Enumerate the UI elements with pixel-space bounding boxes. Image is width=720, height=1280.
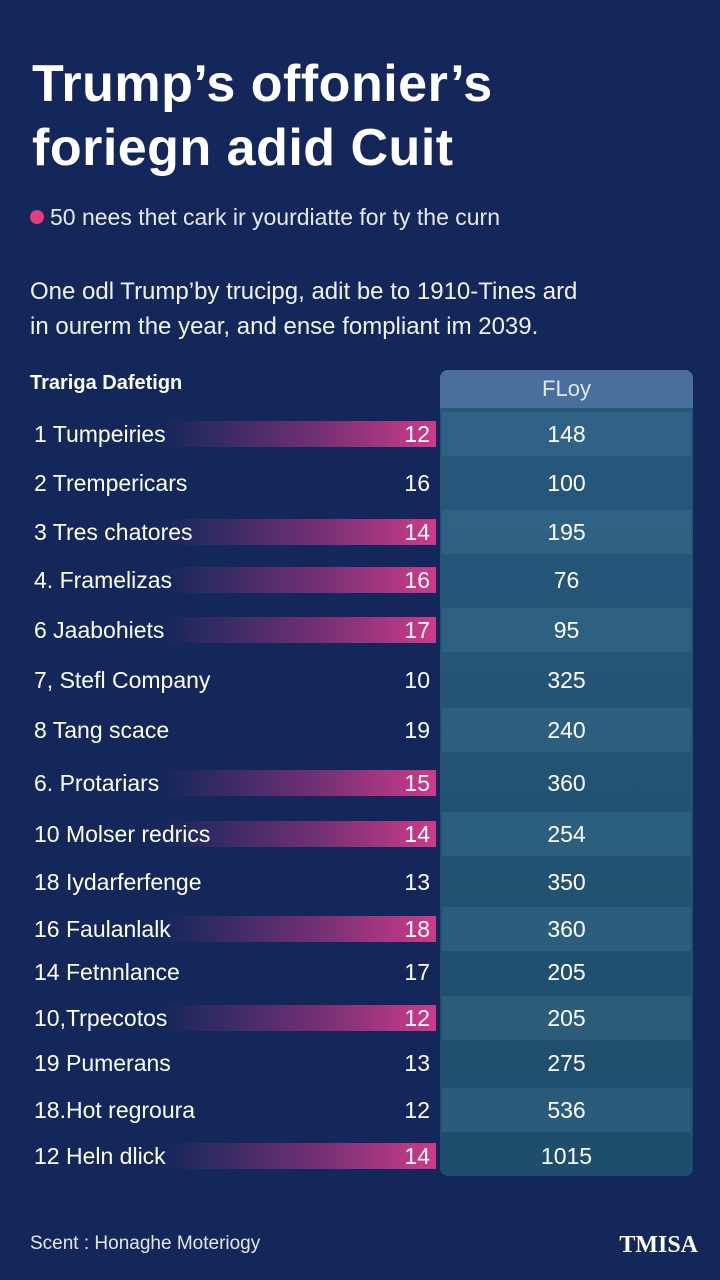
- row-value-1: 14: [404, 1143, 430, 1169]
- row-value-1: 14: [404, 821, 430, 847]
- row-label: 16 Faulanlalk: [34, 916, 171, 942]
- table-row: 6. Protariars 15 360: [0, 760, 720, 806]
- source-note: Scent : Honaghe Moteriogy: [30, 1233, 261, 1254]
- bullet-dot-icon: [30, 210, 44, 224]
- row-shade: [442, 608, 691, 652]
- row-value-2: 360: [547, 916, 586, 942]
- title-line-2: foriegn adid Cuit: [32, 119, 454, 177]
- row-value-2: 1015: [540, 1143, 593, 1169]
- row-value-2: 100: [547, 470, 586, 496]
- row-value-1: 15: [404, 770, 430, 796]
- row-label: 14 Fetnnlance: [34, 959, 180, 985]
- description-line-2: in ourerm the year, and ense fompliant i…: [30, 313, 539, 340]
- row-label: 18 Iydarferfenge: [34, 869, 202, 895]
- row-shade: [442, 907, 691, 951]
- highlight-bar: [160, 1143, 436, 1169]
- row-value-2: 536: [547, 1097, 586, 1123]
- row-value-2: 195: [547, 519, 586, 545]
- row-shade: [442, 708, 691, 752]
- table-row: 4. Framelizas 16 76: [0, 557, 720, 603]
- row-value-2: 76: [553, 567, 580, 593]
- row-label: 2 Trempericars: [34, 470, 188, 496]
- row-shade: [442, 412, 691, 456]
- row-value-2: 205: [547, 959, 586, 985]
- row-value-2: 350: [547, 869, 586, 895]
- highlight-bar: [160, 519, 436, 545]
- table-row: 10,Trpecotos 12 205: [0, 995, 720, 1041]
- highlight-bar: [160, 770, 436, 796]
- row-value-2: 325: [547, 667, 586, 693]
- title-line-1: Trump’s offonier’s: [32, 55, 493, 113]
- table-row: 10 Molser redrics 14 254: [0, 811, 720, 857]
- table-row: 18 Iydarferfenge 13 350: [0, 859, 720, 905]
- row-value-2: 95: [553, 617, 580, 643]
- row-shade: [442, 510, 691, 554]
- row-shade: [442, 1088, 691, 1132]
- highlight-bar: [160, 821, 436, 847]
- row-value-1: 12: [404, 1005, 430, 1031]
- row-label: 8 Tang scace: [34, 717, 170, 743]
- row-shade: [442, 996, 691, 1040]
- row-label: 6 Jaabohiets: [34, 617, 165, 643]
- row-value-2: 360: [547, 770, 586, 796]
- highlight-bar: [160, 1005, 436, 1031]
- description: One odl Trump’by trucipg, adit be to 191…: [30, 274, 700, 344]
- row-label: 1 Tumpeiries: [34, 421, 166, 447]
- row-label: 3 Tres chatores: [34, 519, 193, 545]
- table-row: 8 Tang scace 19 240: [0, 707, 720, 753]
- row-value-1: 13: [404, 1050, 430, 1076]
- highlight-bar: [160, 567, 436, 593]
- row-value-2: 240: [547, 717, 586, 743]
- row-value-1: 13: [404, 869, 430, 895]
- subtitle: 50 nees thet cark ir yourdiatte for ty t…: [30, 204, 700, 231]
- row-label: 4. Framelizas: [34, 567, 173, 593]
- column-header-value: FLoy: [440, 370, 693, 408]
- row-value-1: 16: [404, 567, 430, 593]
- column-header-name: Trariga Dafetign: [30, 372, 183, 394]
- row-value-1: 12: [404, 1097, 430, 1123]
- row-value-1: 17: [404, 617, 430, 643]
- row-value-1: 18: [404, 916, 430, 942]
- description-line-1: One odl Trump’by trucipg, adit be to 191…: [30, 278, 578, 305]
- highlight-bar: [160, 421, 436, 447]
- table-row: 7, Stefl Company 10 325: [0, 657, 720, 703]
- row-value-1: 10: [404, 667, 430, 693]
- table-row: 19 Pumerans 13 275: [0, 1040, 720, 1086]
- subtitle-text: 50 nees thet cark ir yourdiatte for ty t…: [50, 204, 501, 230]
- highlight-bar: [160, 617, 436, 643]
- row-value-1: 14: [404, 519, 430, 545]
- row-label: 7, Stefl Company: [34, 667, 211, 693]
- row-value-1: 12: [404, 421, 430, 447]
- row-label: 12 Heln dlick: [34, 1143, 166, 1169]
- row-label: 19 Pumerans: [34, 1050, 171, 1076]
- row-label: 10,Trpecotos: [34, 1005, 168, 1031]
- table-row: 16 Faulanlalk 18 360: [0, 906, 720, 952]
- value-column-panel: [440, 370, 693, 1176]
- row-label: 6. Protariars: [34, 770, 160, 796]
- table-row: 6 Jaabohiets 17 95: [0, 607, 720, 653]
- row-value-2: 148: [547, 421, 586, 447]
- table-row: 1 Tumpeiries 12 148: [0, 411, 720, 457]
- brand-logo: TMISA: [619, 1232, 698, 1258]
- table-row: 18.Hot regroura 12 536: [0, 1087, 720, 1133]
- row-value-2: 205: [547, 1005, 586, 1031]
- row-label: 10 Molser redrics: [34, 821, 211, 847]
- row-value-1: 17: [404, 959, 430, 985]
- row-value-1: 16: [404, 470, 430, 496]
- row-value-1: 19: [404, 717, 430, 743]
- table-row: 3 Tres chatores 14 195: [0, 509, 720, 555]
- highlight-bar: [160, 916, 436, 942]
- row-value-2: 254: [547, 821, 586, 847]
- row-value-2: 275: [547, 1050, 586, 1076]
- row-shade: [442, 812, 691, 856]
- table-row: 12 Heln dlick 14 1015: [0, 1133, 720, 1179]
- chart-title: Trump’s offonier’s foriegn adid Cuit: [32, 52, 692, 180]
- table-row: 2 Trempericars 16 100: [0, 460, 720, 506]
- table-row: 14 Fetnnlance 17 205: [0, 949, 720, 995]
- row-label: 18.Hot regroura: [34, 1097, 196, 1123]
